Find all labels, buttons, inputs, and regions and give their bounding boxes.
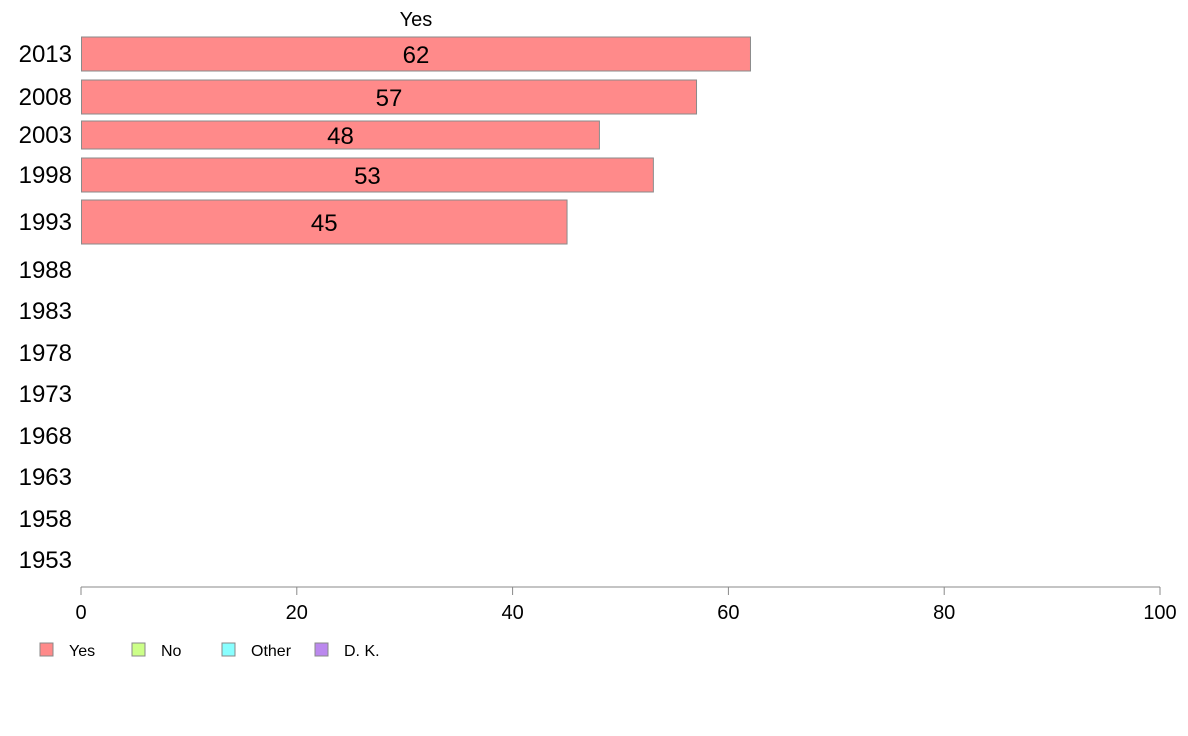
x-tick-label: 60 bbox=[717, 602, 739, 624]
legend-swatch bbox=[39, 642, 54, 657]
category-label: 1993 bbox=[19, 209, 72, 236]
x-tick-label: 100 bbox=[1143, 602, 1176, 624]
chart-title: Yes bbox=[400, 9, 433, 31]
bar-value-label: 57 bbox=[376, 85, 403, 112]
bar bbox=[81, 157, 654, 193]
bar bbox=[81, 199, 568, 245]
bar bbox=[81, 120, 600, 150]
x-tick-label: 80 bbox=[933, 602, 955, 624]
bar-value-label: 62 bbox=[403, 42, 430, 69]
bar-value-label: 45 bbox=[311, 210, 338, 237]
x-tick-label: 40 bbox=[501, 602, 523, 624]
legend-swatch bbox=[131, 642, 146, 657]
legend-label: Other bbox=[251, 643, 292, 660]
legend-item: No bbox=[131, 642, 182, 660]
bar-value-label: 53 bbox=[354, 163, 381, 190]
category-label: 1953 bbox=[19, 547, 72, 574]
category-label: 1998 bbox=[19, 162, 72, 189]
bars bbox=[81, 36, 751, 245]
category-label: 1958 bbox=[19, 506, 72, 533]
category-label: 1983 bbox=[19, 298, 72, 325]
legend-item: Other bbox=[221, 642, 292, 660]
category-label: 1963 bbox=[19, 464, 72, 491]
category-label: 1978 bbox=[19, 340, 72, 367]
legend-swatch bbox=[314, 642, 329, 657]
legend: Yes No Other D. K. bbox=[39, 642, 380, 660]
category-labels: 2013 2008 2003 1998 1993 1988 1983 1978 1973 1968… bbox=[19, 41, 72, 574]
category-label: 1988 bbox=[19, 257, 72, 284]
legend-item: D. K. bbox=[314, 642, 380, 660]
legend-label: Yes bbox=[69, 643, 95, 660]
x-tick-label: 20 bbox=[286, 602, 308, 624]
legend-label: D. K. bbox=[344, 643, 380, 660]
x-axis: 0 20 40 60 80 100 bbox=[75, 587, 1177, 624]
bar bbox=[81, 36, 751, 72]
legend-label: No bbox=[161, 643, 182, 660]
bar-value-label: 48 bbox=[327, 123, 354, 150]
legend-swatch bbox=[221, 642, 236, 657]
legend-item: Yes bbox=[39, 642, 95, 660]
category-label: 1973 bbox=[19, 381, 72, 408]
category-label: 2013 bbox=[19, 41, 72, 68]
category-label: 1968 bbox=[19, 423, 72, 450]
category-label: 2008 bbox=[19, 84, 72, 111]
x-tick-label: 0 bbox=[75, 602, 86, 624]
bar bbox=[81, 79, 698, 115]
category-label: 2003 bbox=[19, 122, 72, 149]
